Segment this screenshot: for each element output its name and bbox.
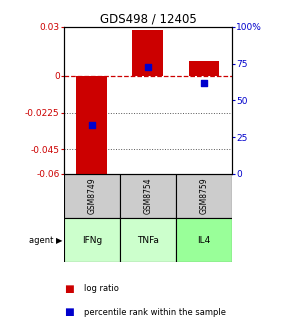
Text: ■: ■ — [64, 307, 74, 318]
Text: GSM8749: GSM8749 — [87, 178, 96, 214]
Bar — [133, 30, 163, 76]
Text: agent ▶: agent ▶ — [29, 236, 63, 245]
Bar — [176, 218, 232, 262]
Text: IL4: IL4 — [197, 236, 211, 245]
Title: GDS498 / 12405: GDS498 / 12405 — [99, 13, 196, 26]
Bar — [120, 174, 176, 218]
Text: GSM8754: GSM8754 — [143, 178, 153, 214]
Text: log ratio: log ratio — [84, 285, 119, 293]
Text: IFNg: IFNg — [82, 236, 102, 245]
Point — [202, 80, 206, 85]
Bar — [176, 174, 232, 218]
Text: GSM8759: GSM8759 — [200, 178, 209, 214]
Point — [90, 123, 94, 128]
Bar — [120, 218, 176, 262]
Bar — [76, 76, 107, 179]
Text: percentile rank within the sample: percentile rank within the sample — [84, 308, 226, 317]
Bar — [188, 61, 220, 76]
Bar — [64, 174, 120, 218]
Bar — [64, 218, 120, 262]
Point — [146, 64, 150, 69]
Text: TNFa: TNFa — [137, 236, 159, 245]
Text: ■: ■ — [64, 284, 74, 294]
